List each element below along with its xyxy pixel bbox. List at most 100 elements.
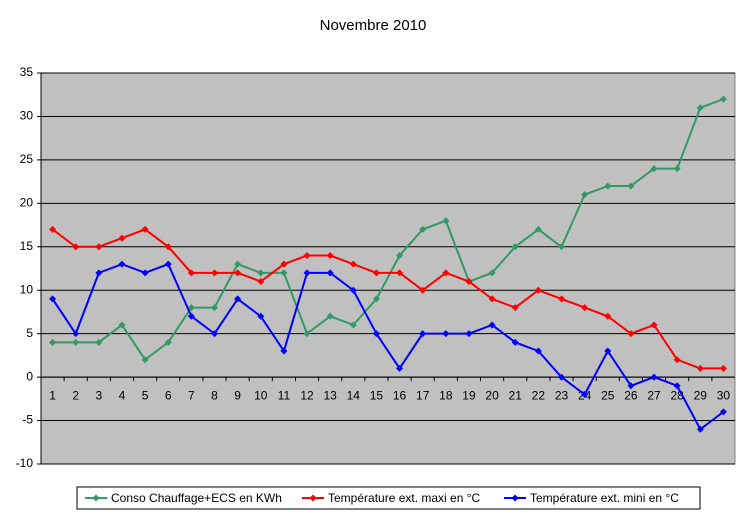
point-marker <box>604 312 612 320</box>
point-marker <box>581 191 589 199</box>
point-marker <box>141 269 149 277</box>
point-marker <box>164 243 172 251</box>
point-marker <box>234 269 242 277</box>
point-marker <box>396 269 404 277</box>
point-marker <box>604 182 612 190</box>
point-marker <box>141 356 149 364</box>
x-tick-label: 13 <box>323 388 337 402</box>
point-marker <box>118 260 126 268</box>
point-marker <box>442 269 450 277</box>
x-tick-label: 5 <box>142 388 149 402</box>
point-marker <box>558 243 565 251</box>
y-tick-label: 0 <box>26 369 33 383</box>
point-marker <box>488 321 496 329</box>
point-marker <box>511 243 519 251</box>
point-marker <box>49 295 57 303</box>
point-marker <box>372 330 380 338</box>
point-marker <box>558 295 565 303</box>
point-marker <box>650 373 658 381</box>
legend-marker <box>92 494 100 502</box>
point-marker <box>118 234 126 242</box>
x-tick-label: 17 <box>416 388 430 402</box>
point-marker <box>650 165 658 173</box>
point-marker <box>303 251 311 259</box>
point-marker <box>187 269 195 277</box>
point-marker <box>419 225 427 233</box>
point-marker <box>511 304 519 312</box>
point-marker <box>95 269 103 277</box>
x-tick-label: 20 <box>485 388 499 402</box>
point-marker <box>164 260 172 268</box>
point-marker <box>349 286 357 294</box>
point-marker <box>234 295 242 303</box>
point-marker <box>187 312 195 320</box>
point-marker <box>372 295 380 303</box>
x-tick-label: 16 <box>393 388 407 402</box>
x-tick-label: 6 <box>165 388 172 402</box>
point-marker <box>257 278 265 286</box>
point-marker <box>49 225 57 233</box>
point-marker <box>303 330 311 338</box>
y-tick-label: 25 <box>20 152 34 166</box>
x-tick-label: 29 <box>694 388 708 402</box>
x-tick-label: 21 <box>509 388 523 402</box>
point-marker <box>187 304 195 312</box>
point-marker <box>696 104 704 112</box>
x-tick-label: 19 <box>462 388 476 402</box>
x-tick-label: 18 <box>439 388 453 402</box>
point-marker <box>581 304 589 312</box>
x-tick-label: 22 <box>532 388 546 402</box>
point-marker <box>442 330 450 338</box>
series-line <box>51 228 724 370</box>
x-tick-label: 9 <box>234 388 241 402</box>
point-marker <box>72 243 80 251</box>
point-marker <box>280 260 288 268</box>
point-marker <box>396 364 404 372</box>
point-marker <box>581 390 589 398</box>
point-marker <box>419 286 427 294</box>
point-marker <box>49 338 57 346</box>
x-tick-label: 3 <box>95 388 102 402</box>
point-marker <box>442 217 450 225</box>
point-marker <box>534 225 542 233</box>
point-marker <box>326 269 334 277</box>
x-tick-label: 23 <box>555 388 569 402</box>
point-marker <box>141 225 149 233</box>
point-marker <box>211 304 218 312</box>
point-marker <box>349 321 357 329</box>
point-marker <box>95 338 103 346</box>
point-marker <box>719 408 727 416</box>
y-tick-label: 10 <box>20 282 34 296</box>
x-tick-label: 27 <box>647 388 661 402</box>
point-marker <box>164 338 172 346</box>
point-marker <box>627 382 635 390</box>
x-tick-label: 12 <box>300 388 314 402</box>
point-marker <box>650 321 658 329</box>
point-marker <box>326 251 334 259</box>
x-tick-label: 30 <box>717 388 731 402</box>
point-marker <box>72 330 80 338</box>
x-tick-label: 8 <box>211 388 218 402</box>
point-marker <box>534 286 542 294</box>
point-marker <box>211 330 218 338</box>
point-marker <box>118 321 126 329</box>
point-marker <box>696 425 704 433</box>
y-tick-label: 35 <box>20 65 34 79</box>
plot-area <box>40 72 736 465</box>
point-marker <box>488 295 496 303</box>
point-marker <box>511 338 519 346</box>
series-line <box>52 98 724 362</box>
y-tick-label: -10 <box>16 456 34 470</box>
point-marker <box>627 182 635 190</box>
x-tick-label: 2 <box>72 388 79 402</box>
legend-box <box>76 486 701 510</box>
chart-title: Novembre 2010 <box>320 17 427 34</box>
x-tick-label: 7 <box>188 388 195 402</box>
y-tick-label: -5 <box>22 413 33 427</box>
point-marker <box>673 165 681 173</box>
point-marker <box>349 260 357 268</box>
x-tick-label: 4 <box>119 388 126 402</box>
point-marker <box>604 347 612 355</box>
y-tick-label: 15 <box>20 239 34 253</box>
y-tick-label: 30 <box>20 109 34 123</box>
